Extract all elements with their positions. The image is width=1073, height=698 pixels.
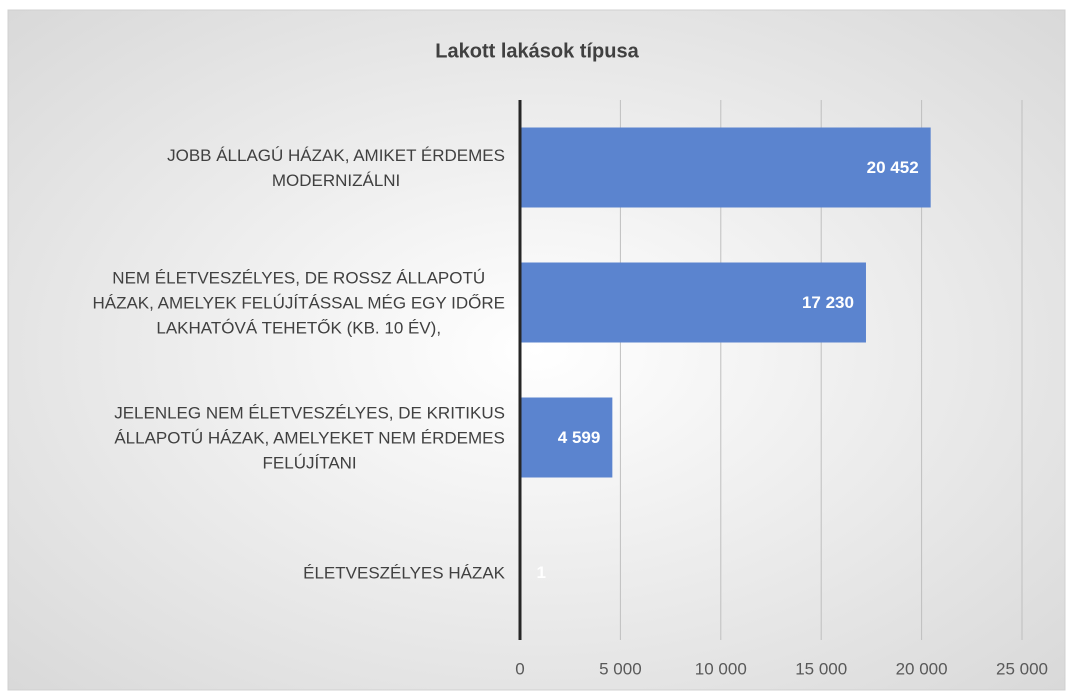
chart-background [7,9,1066,691]
category-label: ÉLETVESZÉLYES HÁZAK [303,563,505,582]
value-label: 4 599 [558,428,601,447]
value-label: 20 452 [867,158,919,177]
x-tick-label: 15 000 [795,659,847,678]
category-label: JELENLEG NEM ÉLETVESZÉLYES, DE KRITIKUS … [114,403,505,472]
chart-title: Lakott lakások típusa [435,40,639,62]
value-label: 17 230 [802,293,854,312]
value-label: 1 [537,563,546,582]
bar [520,262,866,343]
x-tick-label: 10 000 [695,659,747,678]
bar [520,127,931,208]
bar [520,397,613,478]
category-label: JOBB ÁLLAGÚ HÁZAK, AMIKET ÉRDEMES MODERN… [167,145,505,190]
category-label: NEM ÉLETVESZÉLYES, DE ROSSZ ÁLLAPOTÚ HÁZ… [92,268,505,337]
x-tick-label: 20 000 [896,659,948,678]
x-tick-label: 5 000 [599,659,642,678]
x-tick-label: 0 [515,659,524,678]
x-tick-label: 25 000 [996,659,1048,678]
